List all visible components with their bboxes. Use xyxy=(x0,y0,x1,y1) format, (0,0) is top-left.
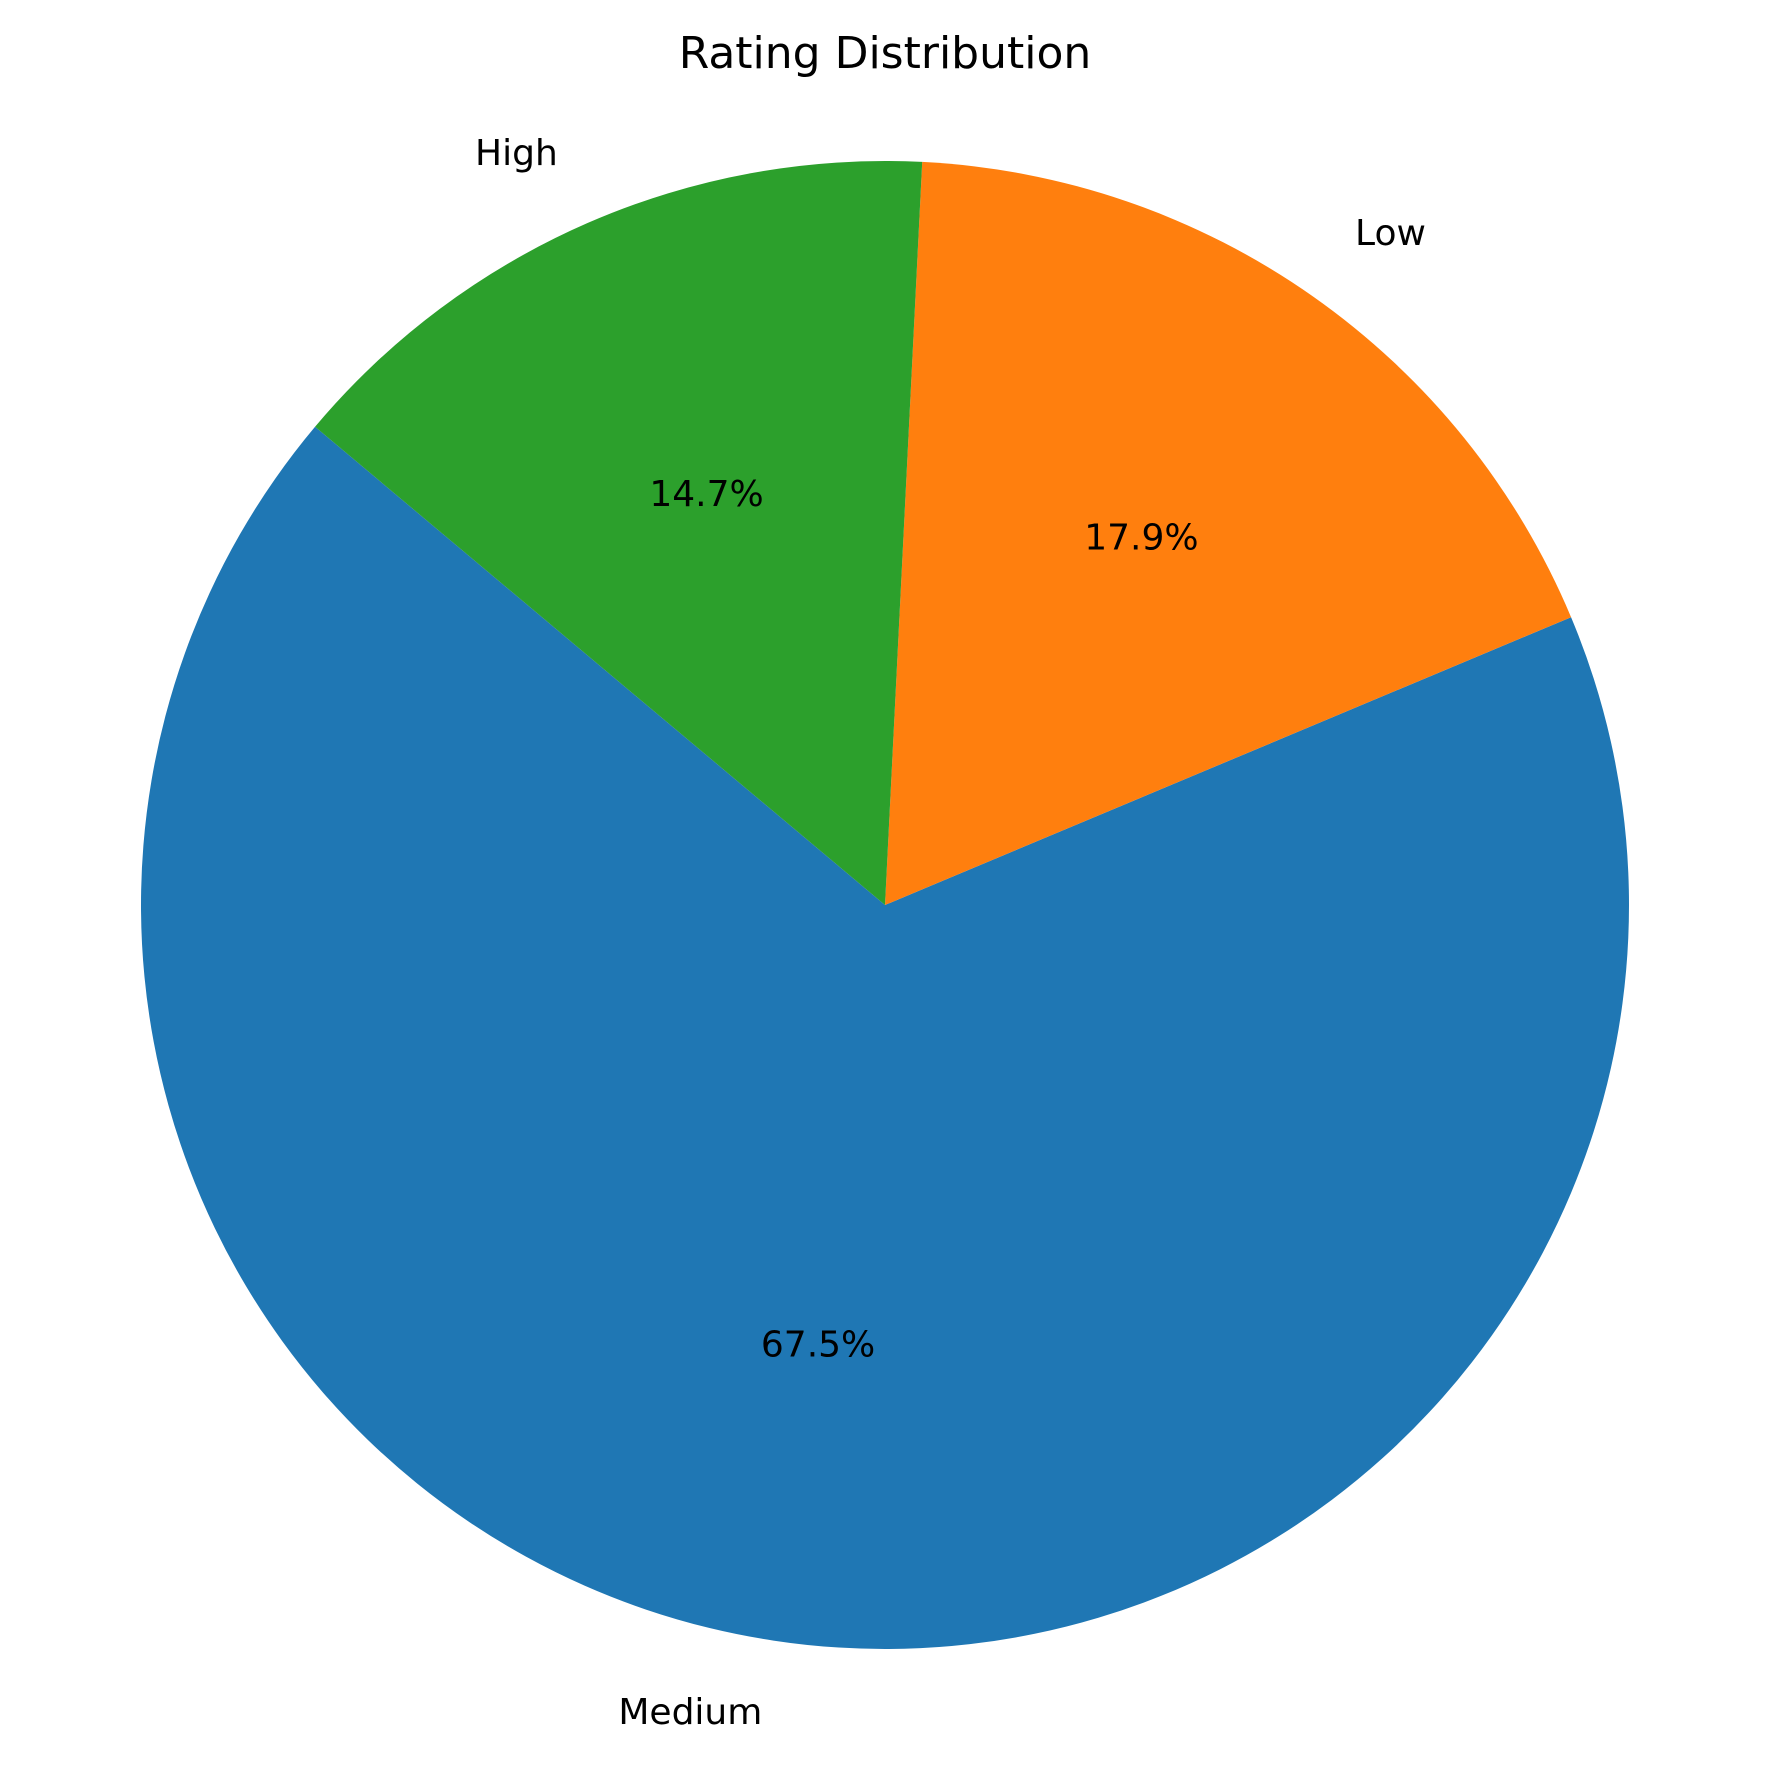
slice-percent-medium: 67.5% xyxy=(761,1324,875,1365)
slice-label-medium: Medium xyxy=(618,1692,762,1733)
pie-labels: Medium 67.5% Low 17.9% High 14.7% xyxy=(475,133,1426,1733)
slice-label-high: High xyxy=(475,133,558,174)
pie-slices xyxy=(141,161,1630,1650)
slice-label-low: Low xyxy=(1355,213,1426,254)
pie-slice-high xyxy=(315,161,923,905)
pie-slice-medium xyxy=(141,426,1630,1650)
slice-percent-low: 17.9% xyxy=(1084,518,1198,559)
pie-slice-low xyxy=(885,161,1572,905)
slice-percent-high: 14.7% xyxy=(649,474,763,515)
chart-title: Rating Distribution xyxy=(679,28,1092,79)
